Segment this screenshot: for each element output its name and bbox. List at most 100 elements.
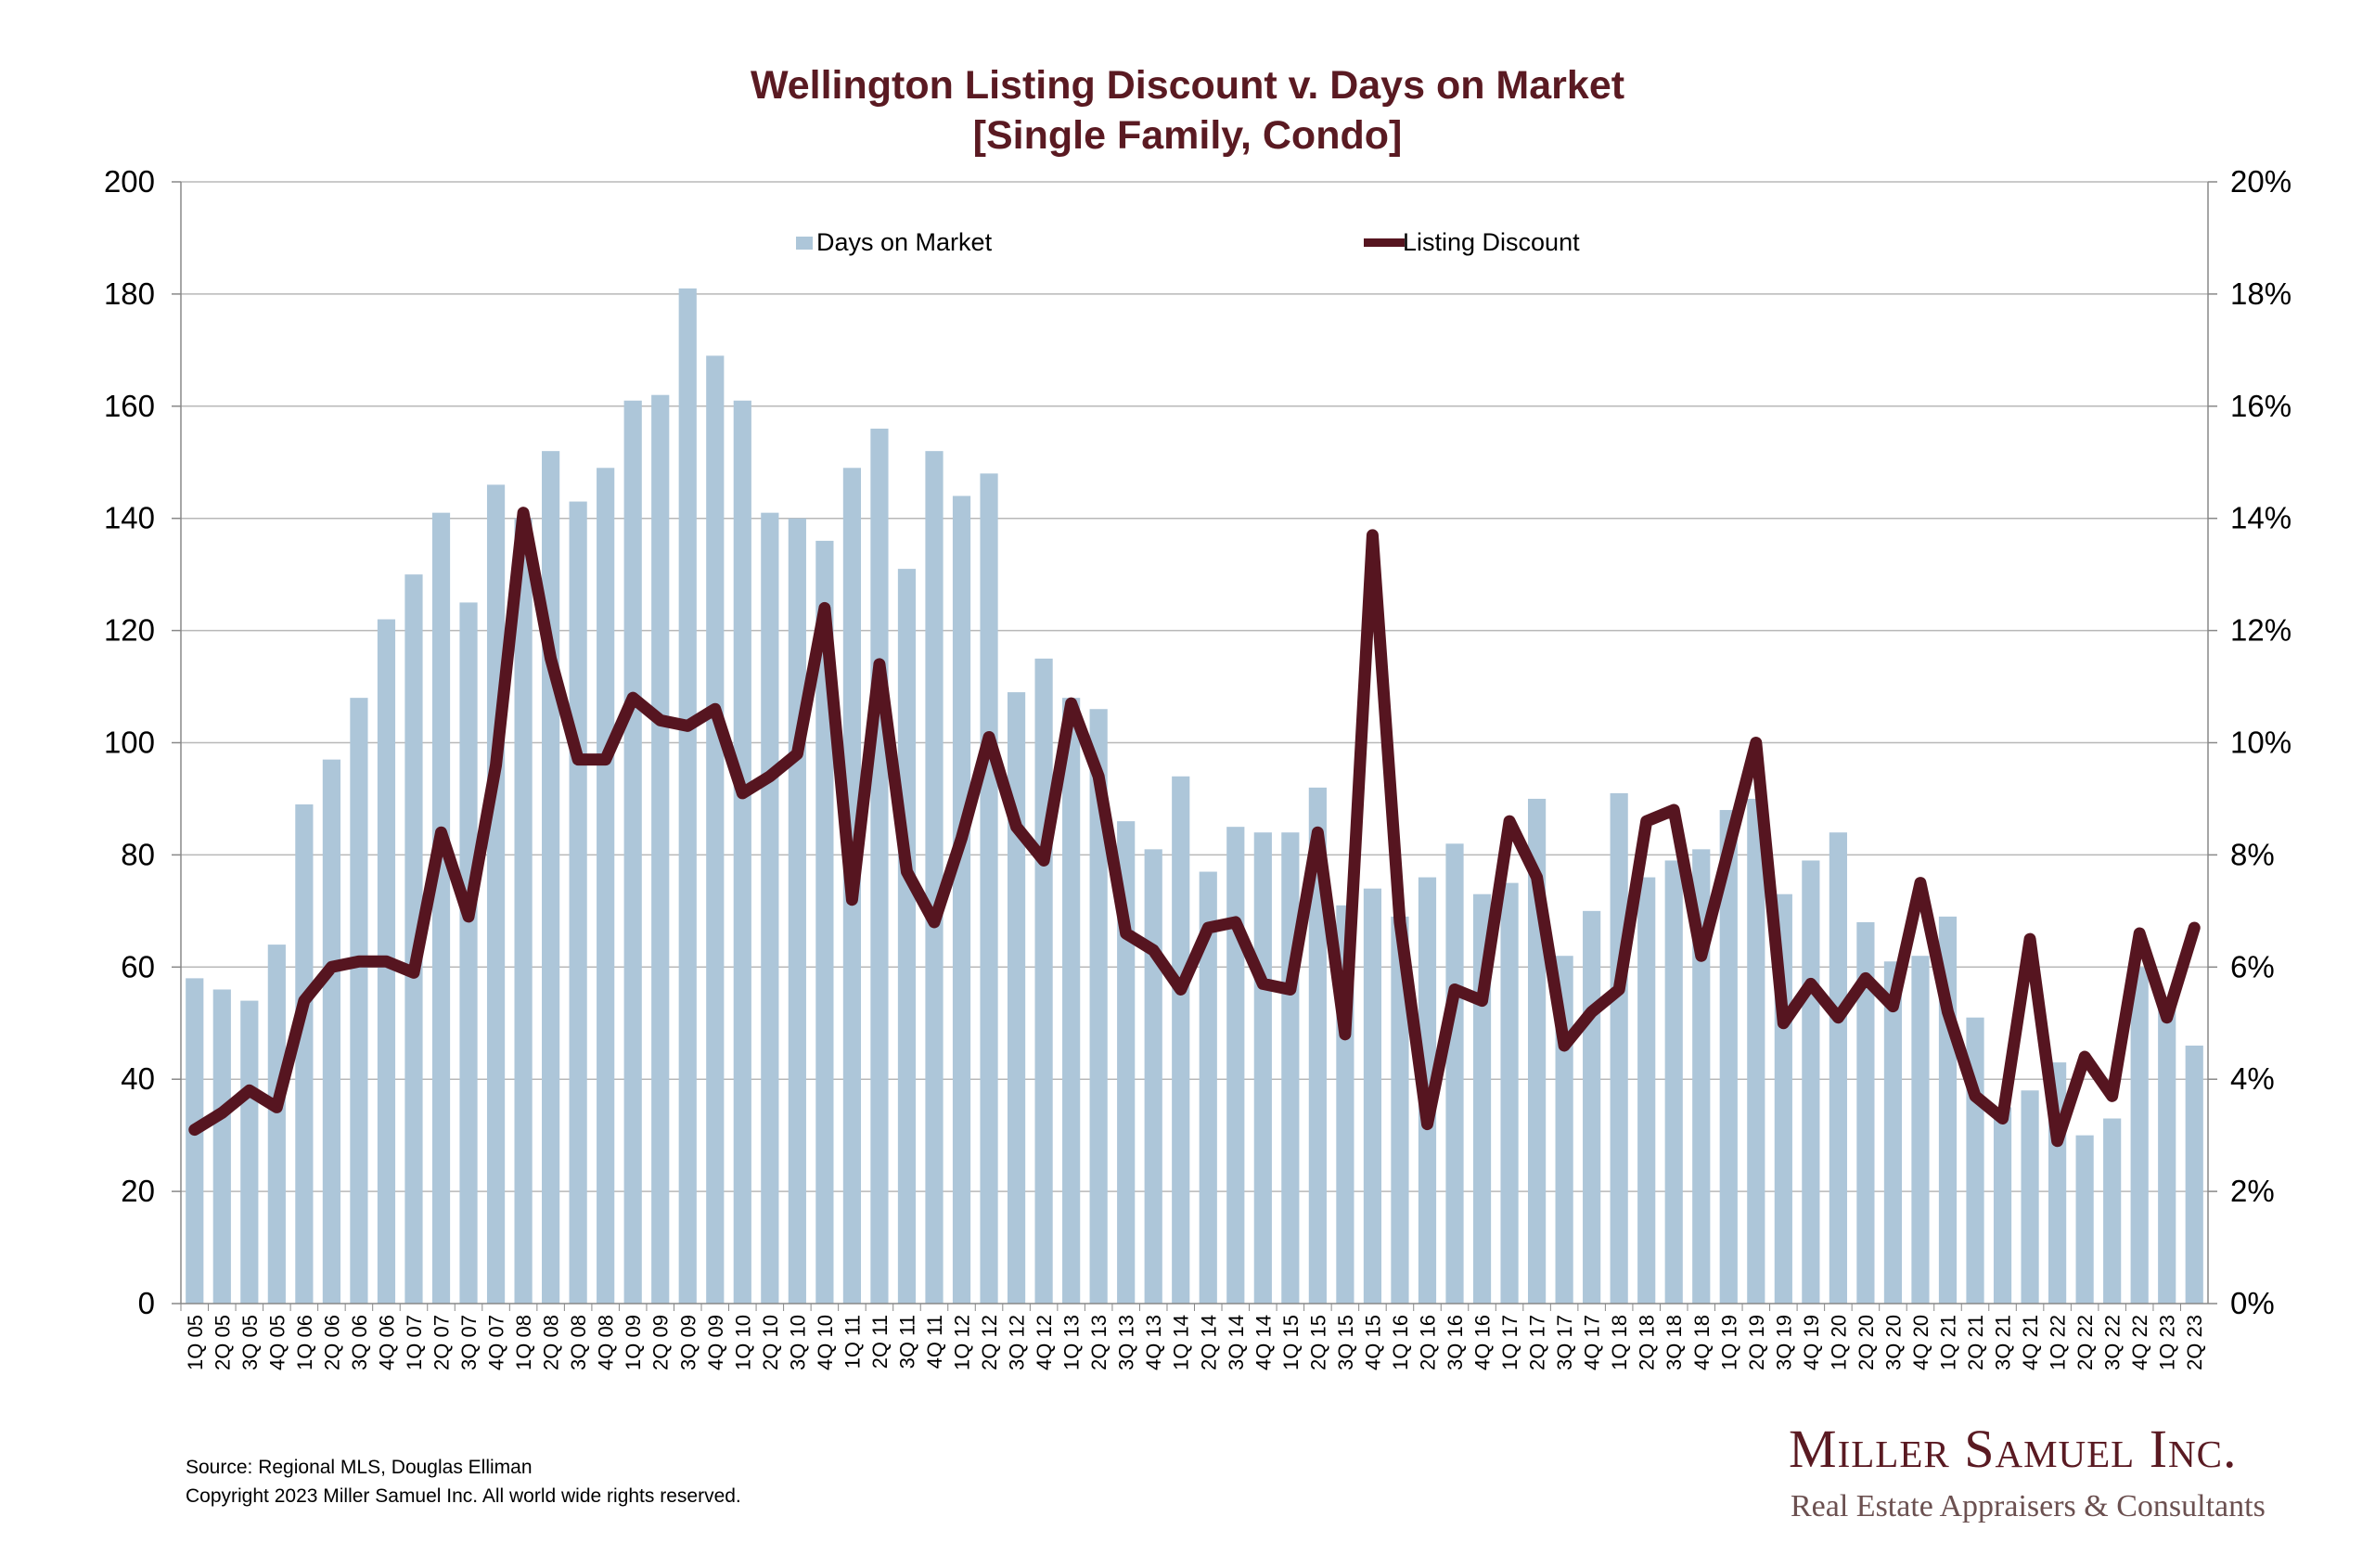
- bar-days-on-market: [2158, 1000, 2176, 1304]
- point-listing-discount: [248, 1089, 250, 1092]
- x-tick-label: 3Q 13: [1115, 1315, 1138, 1370]
- bar-days-on-market: [1445, 843, 1464, 1304]
- y-right-tick-label: 16%: [2230, 389, 2292, 423]
- bar-days-on-market: [1253, 832, 1272, 1304]
- bar-days-on-market: [2185, 1045, 2203, 1304]
- y-left-tick-label: 160: [104, 389, 155, 423]
- bar-days-on-market: [897, 569, 917, 1304]
- point-listing-discount: [1343, 1033, 1346, 1035]
- bar-days-on-market: [623, 400, 642, 1304]
- point-listing-discount: [687, 725, 689, 727]
- x-tick-label: 4Q 19: [1800, 1315, 1823, 1370]
- point-listing-discount: [713, 708, 716, 711]
- point-listing-discount: [1124, 932, 1127, 935]
- bar-days-on-market: [350, 698, 368, 1304]
- bar-days-on-market: [1062, 698, 1081, 1304]
- point-listing-discount: [1782, 1022, 1785, 1024]
- x-tick-label: 2Q 13: [1087, 1315, 1110, 1370]
- bar-days-on-market: [1089, 709, 1108, 1304]
- point-listing-discount: [1892, 1005, 1894, 1008]
- point-listing-discount: [1727, 848, 1730, 851]
- x-tick-label: 2Q 20: [1855, 1315, 1878, 1370]
- x-tick-label: 4Q 13: [1142, 1315, 1165, 1370]
- x-tick-label: 2Q 14: [1197, 1315, 1220, 1370]
- x-tick-label: 4Q 05: [265, 1315, 289, 1370]
- point-listing-discount: [1426, 1123, 1429, 1125]
- x-tick-label: 4Q 06: [375, 1315, 398, 1370]
- x-tick-label: 2Q 06: [320, 1315, 343, 1370]
- point-listing-discount: [2165, 1016, 2168, 1019]
- bar-days-on-market: [925, 451, 944, 1304]
- x-tick-label: 1Q 17: [1498, 1315, 1521, 1370]
- point-listing-discount: [1837, 1016, 1840, 1019]
- legend: Days on Market Listing Discount: [796, 228, 1580, 256]
- x-tick-label: 3Q 16: [1444, 1315, 1467, 1370]
- bar-days-on-market: [1281, 832, 1300, 1304]
- point-listing-discount: [2111, 1095, 2113, 1098]
- bar-days-on-market: [1172, 776, 1190, 1304]
- x-tick-label: 1Q 19: [1717, 1315, 1740, 1370]
- point-listing-discount: [1535, 876, 1538, 879]
- bar-days-on-market: [1993, 1107, 2012, 1304]
- bar-days-on-market: [706, 355, 725, 1304]
- bar-days-on-market: [1692, 849, 1711, 1304]
- point-listing-discount: [1618, 988, 1621, 991]
- bar-days-on-market: [486, 484, 506, 1304]
- bar-days-on-market: [733, 400, 751, 1304]
- bar-days-on-market: [1637, 877, 1656, 1304]
- x-tick-label: 2Q 15: [1306, 1315, 1329, 1370]
- x-tick-label: 3Q 08: [567, 1315, 590, 1370]
- bar-days-on-market: [1664, 860, 1683, 1304]
- point-listing-discount: [357, 960, 360, 963]
- x-tick-label: 1Q 20: [1827, 1315, 1850, 1370]
- point-listing-discount: [1590, 1010, 1593, 1013]
- source-note: Source: Regional MLS, Douglas Elliman: [186, 1457, 533, 1478]
- point-listing-discount: [2029, 938, 2032, 941]
- x-tick-label: 3Q 12: [1006, 1315, 1029, 1370]
- brand-tagline: Real Estate Appraisers & Consultants: [1791, 1489, 2266, 1523]
- x-tick-label: 1Q 22: [2047, 1315, 2070, 1370]
- x-tick-label: 3Q 22: [2101, 1315, 2125, 1370]
- point-listing-discount: [1262, 983, 1265, 985]
- point-listing-discount: [932, 920, 935, 923]
- x-tick-label: 3Q 20: [1881, 1315, 1905, 1370]
- bar-days-on-market: [1500, 882, 1519, 1304]
- x-tick-label: 4Q 11: [923, 1315, 946, 1369]
- x-tick-label: 2Q 09: [649, 1315, 673, 1370]
- bar-days-on-market: [2130, 967, 2149, 1304]
- x-tick-label: 3Q 06: [348, 1315, 371, 1370]
- x-tick-label: 4Q 16: [1471, 1315, 1495, 1370]
- point-listing-discount: [193, 1128, 196, 1131]
- point-listing-discount: [1043, 859, 1046, 862]
- point-listing-discount: [878, 662, 880, 665]
- point-listing-discount: [659, 719, 661, 722]
- bar-days-on-market: [1883, 961, 1903, 1304]
- bar-days-on-market: [597, 468, 615, 1304]
- bar-days-on-market: [1911, 956, 1930, 1304]
- point-listing-discount: [851, 898, 854, 901]
- point-listing-discount: [2056, 1139, 2059, 1142]
- bar-days-on-market: [1583, 910, 1601, 1304]
- x-tick-label: 4Q 22: [2128, 1315, 2151, 1370]
- point-listing-discount: [276, 1106, 278, 1109]
- bar-days-on-market: [1391, 916, 1409, 1304]
- bar-days-on-market: [1610, 792, 1628, 1304]
- x-tick-label: 4Q 21: [2019, 1315, 2042, 1370]
- point-listing-discount: [960, 837, 963, 840]
- point-listing-discount: [1700, 955, 1702, 958]
- x-tick-label: 2Q 08: [540, 1315, 563, 1370]
- bar-days-on-market: [267, 945, 286, 1304]
- x-tick-label: 1Q 12: [951, 1315, 974, 1370]
- point-listing-discount: [1070, 702, 1072, 705]
- bar-days-on-market: [514, 518, 533, 1304]
- bar-days-on-market: [788, 518, 806, 1304]
- x-tick-label: 4Q 12: [1033, 1315, 1056, 1370]
- copyright-note: Copyright 2023 Miller Samuel Inc. All wo…: [186, 1485, 741, 1507]
- x-tick-label: 1Q 23: [2156, 1315, 2179, 1370]
- point-listing-discount: [1316, 831, 1319, 834]
- x-tick-label: 2Q 05: [211, 1315, 234, 1370]
- point-listing-discount: [1152, 949, 1155, 952]
- point-listing-discount: [385, 960, 388, 963]
- bar-days-on-market: [569, 501, 587, 1304]
- point-listing-discount: [1809, 983, 1812, 985]
